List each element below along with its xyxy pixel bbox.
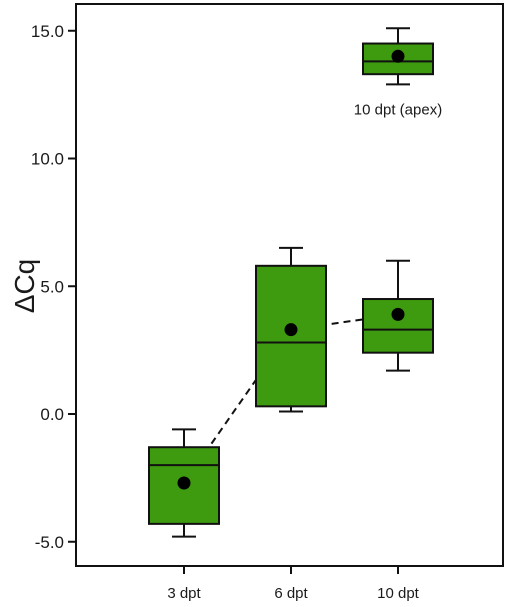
mean-marker	[391, 307, 405, 321]
y-tick-label: 5.0	[40, 277, 64, 296]
box-6-dpt	[255, 246, 327, 413]
y-tick-label: 0.0	[40, 405, 64, 424]
y-tick-label: -5.0	[35, 533, 64, 552]
mean-marker	[391, 49, 405, 63]
y-axis-title: ΔCq	[9, 259, 40, 314]
box-body	[362, 298, 434, 354]
x-tick-label: 6 dpt	[274, 585, 308, 602]
mean-marker	[177, 476, 191, 490]
box-10-dpt	[362, 259, 434, 372]
y-tick-label: 10.0	[31, 150, 64, 169]
apex-annotation-label: 10 dpt (apex)	[354, 101, 442, 118]
y-tick-label: 15.0	[31, 22, 64, 41]
box-apex	[362, 27, 434, 86]
x-axis-ticks: 3 dpt 6 dpt 10 dpt	[167, 566, 420, 602]
x-tick-label: 3 dpt	[167, 585, 201, 602]
boxes-layer: 10 dpt (apex)	[148, 27, 442, 538]
box-3-dpt	[148, 428, 220, 538]
mean-marker	[284, 323, 298, 337]
y-axis-ticks: -5.0 0.0 5.0 10.0 15.0	[31, 22, 76, 552]
x-tick-label: 10 dpt	[377, 585, 420, 602]
